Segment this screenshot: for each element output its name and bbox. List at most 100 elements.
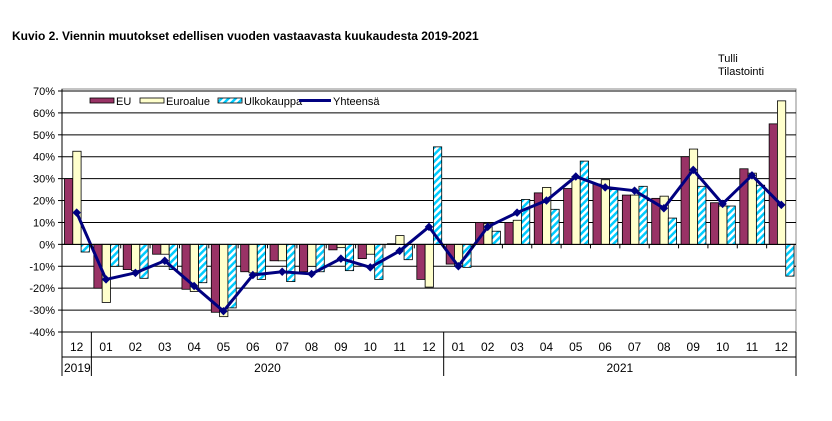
bar-ulkokauppa [110,243,120,267]
bar-eu [269,243,279,262]
legend: EU Euroalue Ulkokauppa Yhteensä [89,96,380,108]
bar-eu [152,243,162,255]
x-tick-label: 08 [657,340,671,354]
bar-ulkokauppa [550,208,560,245]
y-tick-label: 70% [33,86,55,98]
x-tick-label: 04 [540,340,554,354]
bar-ulkokauppa [198,243,208,284]
x-tick-label: 01 [99,340,113,354]
total-point [72,208,81,217]
x-tick-label: 12 [775,340,789,354]
bar-euroalue [630,194,640,245]
y-tick-label: 20% [33,196,55,208]
total-point [307,269,316,279]
x-tick-label: 01 [452,340,466,354]
x-tick-label: 10 [364,340,378,354]
bar-eu [533,192,543,245]
x-tick-label: 02 [129,340,143,354]
bar-euroalue [747,172,757,245]
bar-euroalue [512,219,522,245]
bar-eu [122,243,132,270]
bar-ulkokauppa [139,243,149,279]
bar-eu [298,243,309,273]
x-tick-label: 05 [217,340,231,354]
bar-ulkokauppa [667,217,677,245]
bar-eu [328,243,338,251]
source-line-2: Tilastointi [718,66,764,78]
bar-ulkokauppa [491,230,501,245]
total-point [454,262,463,271]
bar-eu [710,202,720,245]
x-tick-label: 11 [393,340,406,354]
y-tick-label: 50% [33,130,55,142]
total-point [424,222,434,232]
x-tick-label: 03 [158,340,172,354]
bar-euroalue [160,243,170,255]
bar-ulkokauppa [80,243,90,253]
total-point [101,275,111,284]
total-point [395,246,404,256]
bar-eu [64,178,74,245]
year-label: 2020 [254,361,281,375]
legend-label: Ulkokauppa [244,96,303,108]
bars [64,100,795,318]
bar-eu [563,188,573,245]
bar-ulkokauppa [609,189,619,245]
legend-label: Euroalue [166,96,210,108]
y-tick-label: -20% [29,283,55,295]
y-tick-label: 10% [33,217,55,229]
x-tick-label: 11 [746,340,759,354]
bar-ulkokauppa [697,185,707,245]
bar-ulkokauppa [286,243,296,283]
legend-swatch-eu [89,97,115,104]
bar-euroalue [424,243,434,288]
bar-ulkokauppa [521,199,531,245]
total-point [131,268,140,278]
y-tick-label: 0% [39,239,55,251]
chart-title: Kuvio 2. Viennin muutokset edellisen vuo… [12,29,479,43]
legend-swatch-euroalue [139,97,165,104]
source-line-1: Tulli [718,53,738,65]
x-tick-label: 10 [716,340,730,354]
y-tick-label: 30% [33,174,55,186]
bar-euroalue [542,186,552,245]
bar-eu [621,194,632,245]
bar-euroalue [307,243,317,267]
y-tick-label: -40% [29,327,55,339]
x-tick-label: 05 [569,340,583,354]
bar-euroalue [277,243,288,262]
x-tick-label: 12 [422,340,436,354]
bar-ulkokauppa [433,146,443,245]
bar-euroalue [718,205,728,245]
bar-eu [416,243,426,280]
x-tick-label: 12 [70,340,84,354]
x-tick-label: 03 [510,340,524,354]
total-point [189,281,199,291]
x-tick-label: 07 [276,340,290,354]
bar-eu [240,243,250,273]
year-label: 2021 [606,361,633,375]
total-point [248,270,258,280]
x-tick-label: 06 [598,340,612,354]
bar-euroalue [248,243,258,274]
x-tick-label: 02 [481,340,495,354]
bar-euroalue [395,235,405,245]
bar-ulkokauppa [344,243,355,272]
bar-eu [680,156,690,245]
bar-ulkokauppa [755,184,766,245]
legend-label: Yhteensä [333,96,380,108]
x-tick-label: 08 [305,340,319,354]
bar-ulkokauppa [726,205,736,245]
x-tick-label: 09 [687,340,701,354]
x-tick-label: 07 [628,340,642,354]
total-line [72,165,786,316]
bar-eu [357,243,367,260]
bar-ulkokauppa [785,243,795,277]
total-point [219,306,228,316]
y-tick-label: 40% [33,152,55,164]
x-tick-label: 06 [246,340,260,354]
legend-swatch-ulkokauppa [217,97,243,104]
legend-label: EU [116,96,131,108]
x-tick-label: 04 [187,340,201,354]
